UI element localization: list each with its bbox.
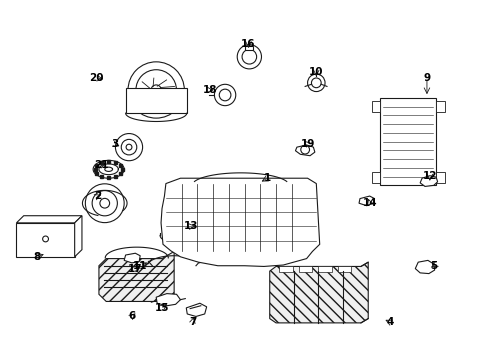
Polygon shape xyxy=(298,266,312,272)
Circle shape xyxy=(42,236,48,242)
Text: 5: 5 xyxy=(429,261,436,271)
Bar xyxy=(245,46,253,50)
Text: 3: 3 xyxy=(111,139,118,149)
Bar xyxy=(93,168,96,171)
Circle shape xyxy=(121,139,137,155)
Polygon shape xyxy=(337,266,350,272)
Polygon shape xyxy=(318,266,331,272)
Text: 4: 4 xyxy=(386,317,393,327)
Bar xyxy=(125,88,186,113)
Circle shape xyxy=(214,84,235,105)
Circle shape xyxy=(219,89,230,101)
Text: 17: 17 xyxy=(128,264,142,274)
Text: 14: 14 xyxy=(362,198,376,208)
Bar xyxy=(435,172,444,183)
Text: 18: 18 xyxy=(202,85,216,95)
Text: 2: 2 xyxy=(94,191,102,201)
Bar xyxy=(17,223,75,257)
Polygon shape xyxy=(295,145,314,156)
Polygon shape xyxy=(124,253,140,263)
Bar xyxy=(95,172,98,175)
Circle shape xyxy=(85,184,124,222)
Circle shape xyxy=(126,144,132,150)
Polygon shape xyxy=(269,262,367,323)
Text: 10: 10 xyxy=(308,67,323,77)
Bar xyxy=(119,164,122,167)
Polygon shape xyxy=(161,178,319,266)
Bar xyxy=(371,102,380,112)
Circle shape xyxy=(242,49,256,64)
Text: 9: 9 xyxy=(423,73,429,83)
Polygon shape xyxy=(99,251,174,301)
Text: 19: 19 xyxy=(300,139,314,149)
Text: 21: 21 xyxy=(94,160,108,170)
Polygon shape xyxy=(358,196,374,206)
Polygon shape xyxy=(419,176,437,186)
Polygon shape xyxy=(414,260,434,274)
Text: 16: 16 xyxy=(241,39,255,49)
Bar xyxy=(121,168,123,171)
Text: 15: 15 xyxy=(154,303,169,313)
Polygon shape xyxy=(156,294,180,306)
Bar xyxy=(100,161,103,164)
Circle shape xyxy=(151,85,161,95)
Circle shape xyxy=(300,145,309,154)
Bar xyxy=(435,102,444,112)
Bar xyxy=(114,175,117,177)
Bar xyxy=(107,176,110,179)
Circle shape xyxy=(311,78,321,88)
Circle shape xyxy=(136,70,176,110)
Circle shape xyxy=(307,74,325,91)
Text: 7: 7 xyxy=(188,317,196,327)
Text: 13: 13 xyxy=(183,221,198,231)
Polygon shape xyxy=(75,216,82,257)
Circle shape xyxy=(100,198,109,208)
Polygon shape xyxy=(279,266,292,272)
Text: 8: 8 xyxy=(33,252,41,262)
Bar xyxy=(114,161,117,164)
Bar xyxy=(95,164,98,167)
Text: 6: 6 xyxy=(128,311,135,321)
Text: 11: 11 xyxy=(133,261,147,271)
Text: 1: 1 xyxy=(264,173,271,183)
Circle shape xyxy=(128,62,184,118)
Text: 20: 20 xyxy=(89,73,103,83)
Bar xyxy=(371,172,380,183)
Polygon shape xyxy=(17,216,82,223)
Bar xyxy=(107,160,110,163)
Bar xyxy=(119,172,122,175)
Circle shape xyxy=(92,190,117,216)
Circle shape xyxy=(115,134,142,161)
Circle shape xyxy=(237,45,261,69)
Text: 12: 12 xyxy=(422,171,436,181)
Bar xyxy=(380,98,435,185)
Bar xyxy=(100,175,103,177)
Polygon shape xyxy=(186,303,206,316)
